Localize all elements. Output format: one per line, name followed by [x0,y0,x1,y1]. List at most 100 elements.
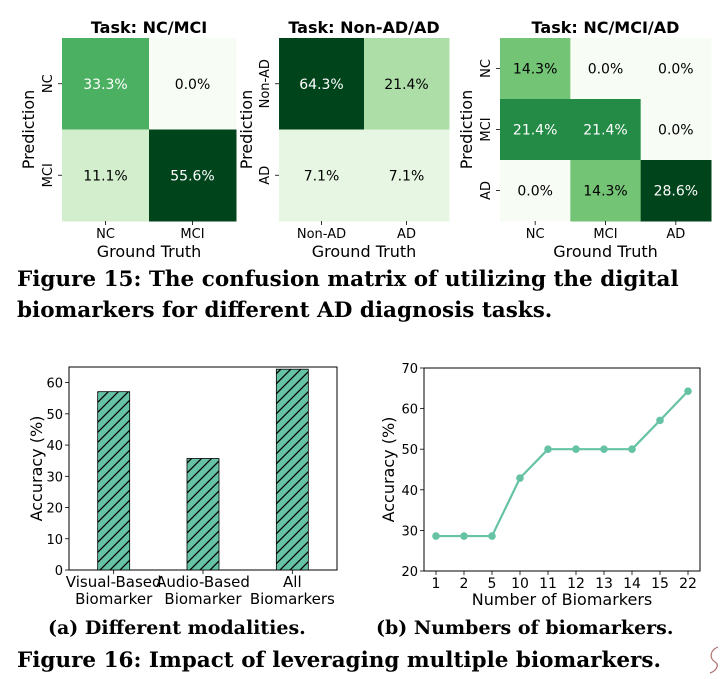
heatmap-cell-label: 0.0% [588,62,624,78]
x-tick-label: 10 [511,576,529,592]
heatmap-cell [364,38,450,130]
data-point [656,416,664,425]
heatmap-cell-label: 7.1% [389,168,425,184]
y-tick-label: 10 [46,533,63,548]
x-axis-label: Number of Biomarkers [472,590,653,609]
page-corner-mark-icon [709,646,719,674]
x-axis-label: Ground Truth [97,242,202,261]
heatmap-cell-label: 55.6% [170,168,214,184]
y-tick-label: AD [479,181,494,200]
y-tick-label: NC [479,59,494,78]
y-axis-label: Accuracy (%) [27,416,46,522]
plot-frame [68,366,338,571]
y-tick-label: 0 [55,564,63,579]
heatmap-cell [149,38,237,130]
y-tick-label: 50 [401,443,418,458]
bar [275,368,309,571]
x-tick-label: 1 [432,576,441,592]
heatmap-cell-label: 28.6% [654,184,698,200]
data-point [572,445,580,454]
heatmap-cell-label: 0.0% [517,184,553,200]
heatmap-title: Task: NC/MCI/AD [532,18,680,37]
y-tick-label: MCI [41,163,56,187]
x-tick-label: Visual-Based Biomarker [66,573,162,608]
data-point [544,445,552,454]
x-tick-label: 14 [623,576,641,592]
heatmap-cell-label: 11.1% [83,168,127,184]
heatmap-cell-label: 64.3% [299,77,343,93]
heatmap-cell-label: 7.1% [304,168,340,184]
heatmap-cell [364,129,450,222]
x-tick-label: Audio-Based Biomarker [156,573,250,608]
heatmap-cell [62,38,150,130]
heatmap-0: Task: NC/MCI 33.3% 0.0% 11.1% 55.6% NC MCI NC MC… [19,18,237,261]
heatmap-cell [640,38,712,100]
y-tick-label: 30 [46,470,63,485]
y-tick-label: 40 [46,439,63,454]
x-tick-label: 13 [595,576,613,592]
x-tick-label: All Biomarkers [250,573,335,608]
accuracy-line [436,390,689,538]
data-point [628,445,636,454]
bar [186,458,220,571]
data-point [516,474,524,482]
heatmap-title: Task: Non-AD/AD [288,18,439,37]
y-tick-label: 20 [46,502,63,517]
heatmap-cell [500,99,571,161]
y-axis-label: Prediction [237,90,256,169]
y-tick-label: 50 [46,408,63,423]
y-tick-label: MCI [479,117,494,141]
y-tick-label: AD [258,166,273,185]
data-point [432,532,440,540]
heatmap-title: Task: NC/MCI [91,18,207,37]
heatmap-2: Task: NC/MCI/AD 14.3% 0.0% 0.0% 21.4% 21.4% 0.… [457,18,712,261]
heatmap-cell [570,38,642,100]
y-tick-label: Non-AD [258,59,273,108]
y-tick-label: 30 [401,524,418,539]
figure-15-confusion-matrices: Task: NC/MCI 33.3% 0.0% 11.1% 55.6% NC MCI NC MC… [19,18,712,261]
y-axis-label: Prediction [457,90,476,169]
data-point [460,532,468,540]
heatmap-cell-label: 33.3% [83,77,127,93]
data-point [600,445,608,454]
heatmap-cell-label: 14.3% [583,184,627,200]
heatmap-cell [570,99,642,161]
heatmap-cell [570,160,642,222]
heatmap-cell [279,38,365,130]
x-tick-label: 22 [679,576,697,592]
figure-15-caption: Figure 15: The confusion matrix of utili… [17,267,679,323]
figure-16a-subcaption: (a) Different modalities. [48,617,306,639]
x-tick-label: 5 [488,576,497,592]
heatmap-cell [640,99,712,161]
plot-frame [423,367,701,572]
x-axis-label: Ground Truth [553,242,658,261]
y-tick-label: 20 [401,565,418,580]
x-axis-label: Ground Truth [312,242,417,261]
y-axis-label: Accuracy (%) [379,417,398,523]
figure-16b-subcaption: (b) Numbers of biomarkers. [376,617,674,639]
y-tick-label: 70 [401,362,418,377]
heatmap-1: Task: Non-AD/AD 64.3% 21.4% 7.1% 7.1% Non-AD A… [237,18,450,261]
heatmap-cell-label: 21.4% [384,77,428,93]
heatmap-cell [149,129,237,222]
heatmap-cell-label: 14.3% [513,62,557,78]
x-tick-label: MCI [180,227,204,242]
data-point [488,532,496,540]
heatmap-cell [62,129,150,222]
y-tick-label: 60 [401,403,418,418]
heatmap-cell [640,160,712,222]
heatmap-cell [279,129,365,222]
x-tick-label: 12 [567,576,585,592]
y-tick-label: 60 [46,377,63,392]
heatmap-cell-label: 0.0% [175,77,211,93]
heatmap-cell [500,160,571,222]
heatmap-cell-label: 21.4% [513,123,557,139]
heatmap-cell-label: 0.0% [658,123,694,139]
bar-chart-modalities: 0 10 20 30 40 50 60 Visual-Based BiomarkerAudio-… [27,366,338,608]
x-tick-label: 11 [539,576,557,592]
x-tick-label: MCI [593,227,617,242]
data-point [684,387,692,395]
heatmap-cell-label: 0.0% [658,62,694,78]
y-axis-label: Prediction [19,90,38,169]
